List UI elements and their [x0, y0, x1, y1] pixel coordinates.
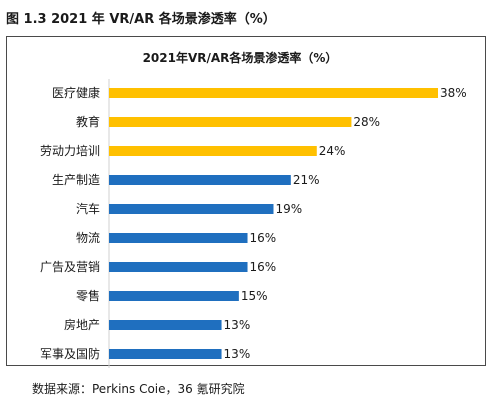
value-label: 13%: [224, 347, 251, 361]
category-label: 劳动力培训: [40, 143, 100, 158]
category-label: 教育: [76, 114, 100, 129]
bar: [109, 320, 222, 330]
value-label: 16%: [250, 231, 277, 245]
bar: [109, 146, 317, 156]
category-label: 汽车: [76, 201, 100, 216]
category-label: 军事及国防: [40, 346, 100, 361]
chart-title: 2021年VR/AR各场景渗透率（%）: [142, 51, 338, 65]
category-label: 生产制造: [52, 173, 100, 187]
value-label: 24%: [319, 144, 346, 158]
bar: [109, 175, 291, 185]
bar: [109, 88, 438, 98]
category-label: 医疗健康: [52, 85, 100, 100]
value-label: 19%: [276, 202, 303, 216]
category-label: 广告及营销: [40, 260, 100, 274]
source-note: 数据来源：Perkins Coie，36 氪研究院: [32, 382, 245, 396]
value-label: 16%: [250, 260, 277, 274]
bar: [109, 262, 248, 272]
chart-frame: [6, 36, 486, 366]
category-label: 物流: [76, 231, 100, 245]
category-label: 房地产: [64, 317, 100, 332]
value-label: 15%: [241, 289, 268, 303]
value-label: 13%: [224, 318, 251, 332]
value-label: 38%: [440, 86, 467, 100]
bar: [109, 117, 352, 127]
bar: [109, 349, 222, 359]
figure-caption: 图 1.3 2021 年 VR/AR 各场景渗透率（%）: [6, 12, 276, 27]
category-label: 零售: [76, 288, 100, 303]
bar: [109, 233, 248, 243]
value-label: 21%: [293, 173, 320, 187]
bar: [109, 291, 239, 301]
bar: [109, 204, 274, 214]
value-label: 28%: [353, 115, 380, 129]
